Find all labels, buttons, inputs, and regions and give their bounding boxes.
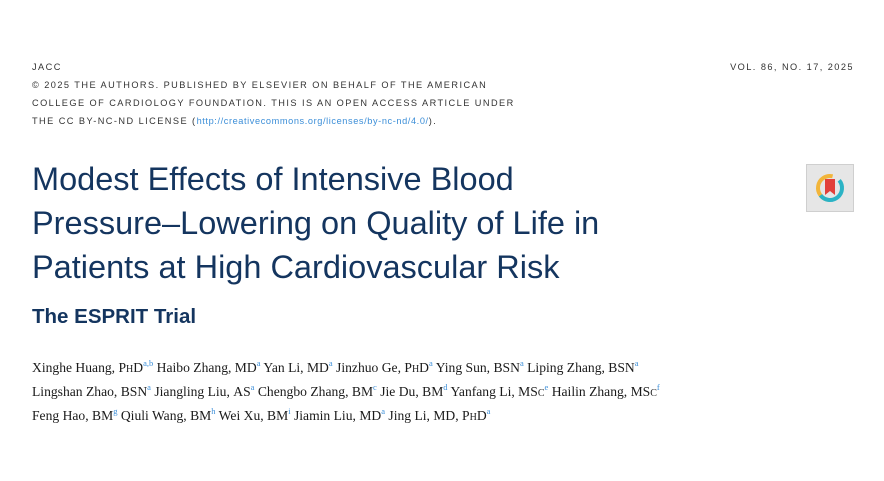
check-for-updates-button[interactable]: [806, 164, 854, 212]
affiliation-marker[interactable]: a: [250, 382, 255, 392]
affiliation-marker[interactable]: a: [429, 358, 433, 368]
copyright-line-2: COLLEGE OF CARDIOLOGY FOUNDATION. THIS I…: [32, 98, 515, 108]
author-line: Feng Hao, BMg Qiuli Wang, BMh Wei Xu, BM…: [32, 404, 862, 428]
author-name: Jiangling Liu,: [154, 384, 234, 399]
author-degree: MD: [234, 360, 257, 375]
author[interactable]: Yanfang Li, MSce: [450, 382, 549, 399]
author-name: Ying Sun,: [435, 360, 494, 375]
author-degree: BM: [422, 384, 444, 399]
copyright-line-1: © 2025 THE AUTHORS. PUBLISHED BY ELSEVIE…: [32, 80, 488, 90]
affiliation-marker[interactable]: a: [381, 406, 385, 416]
affiliation-marker[interactable]: i: [288, 406, 291, 416]
author-name: Xinghe Huang,: [32, 360, 119, 375]
author-name: Jiamin Liu,: [293, 408, 360, 423]
author-degree: MD: [306, 360, 329, 375]
author[interactable]: Haibo Zhang, MDa: [156, 358, 261, 375]
author-degree: BM: [351, 384, 374, 399]
author-name: Wei Xu,: [218, 408, 268, 423]
author[interactable]: Lingshan Zhao, BSNa: [32, 382, 151, 399]
affiliation-marker[interactable]: a: [519, 358, 524, 368]
affiliation-marker[interactable]: a: [147, 382, 151, 392]
author-name: Yan Li,: [263, 360, 307, 375]
author-name: Jie Du,: [380, 384, 423, 399]
author-line: Xinghe Huang, PhDa,b Haibo Zhang, MDa Ya…: [32, 356, 862, 380]
author-list: Xinghe Huang, PhDa,b Haibo Zhang, MDa Ya…: [32, 356, 862, 428]
affiliation-marker[interactable]: a: [328, 358, 333, 368]
title-line: Pressure–Lowering on Quality of Life in: [32, 205, 600, 241]
author[interactable]: Jiangling Liu, ASa: [154, 382, 255, 399]
author-degree: MSc: [518, 384, 545, 399]
author-degree: MD, PhD: [433, 408, 487, 423]
author[interactable]: Yan Li, MDa: [263, 358, 333, 375]
author-name: Haibo Zhang,: [156, 360, 235, 375]
author-line: Lingshan Zhao, BSNa Jiangling Liu, ASa C…: [32, 380, 862, 404]
article-subtitle: The ESPRIT Trial: [32, 305, 197, 328]
title-line: Modest Effects of Intensive Blood: [32, 161, 514, 197]
copyright-line-3-prefix: THE CC BY-NC-ND LICENSE (: [32, 116, 197, 126]
volume-issue: VOL. 86, NO. 17, 2025: [730, 62, 854, 72]
article-title: Modest Effects of Intensive Blood Pressu…: [32, 157, 792, 289]
copyright-line-3-suffix: ).: [428, 116, 438, 126]
affiliation-marker[interactable]: f: [656, 382, 660, 392]
affiliation-marker[interactable]: h: [211, 406, 216, 416]
author[interactable]: Chengbo Zhang, BMc: [257, 382, 377, 399]
author[interactable]: Jiamin Liu, MDa: [293, 406, 385, 423]
author[interactable]: Feng Hao, BMg: [32, 406, 118, 423]
author-name: Yanfang Li,: [450, 384, 519, 399]
author[interactable]: Jie Du, BMd: [380, 382, 448, 399]
copyright-line-3: THE CC BY-NC-ND LICENSE (http://creative…: [32, 112, 515, 130]
author-name: Qiuli Wang,: [120, 408, 191, 423]
author-degree: PhD: [118, 360, 144, 375]
author-name: Chengbo Zhang,: [257, 384, 352, 399]
author[interactable]: Qiuli Wang, BMh: [120, 406, 216, 423]
author-degree: BSN: [608, 360, 635, 375]
author-name: Jinzhuo Ge,: [336, 360, 405, 375]
affiliation-marker[interactable]: a: [634, 358, 639, 368]
journal-name: JACC: [32, 62, 62, 72]
check-for-updates-icon: [816, 174, 844, 202]
author-name: Liping Zhang,: [527, 360, 609, 375]
affiliation-marker[interactable]: g: [113, 406, 118, 416]
author-degree: AS: [233, 384, 251, 399]
author-degree: BM: [267, 408, 289, 423]
title-line: Patients at High Cardiovascular Risk: [32, 249, 560, 285]
author-degree: BM: [92, 408, 114, 423]
author-degree: MSc: [630, 384, 657, 399]
author[interactable]: Jing Li, MD, PhDa: [388, 406, 491, 423]
author[interactable]: Jinzhuo Ge, PhDa: [336, 358, 433, 375]
author-name: Hailin Zhang,: [551, 384, 631, 399]
affiliation-marker[interactable]: a,b: [143, 358, 154, 368]
author-degree: BSN: [120, 384, 148, 399]
author-degree: BSN: [493, 360, 520, 375]
author-degree: BM: [190, 408, 212, 423]
masthead: JACC © 2025 THE AUTHORS. PUBLISHED BY EL…: [32, 58, 515, 130]
affiliation-marker[interactable]: d: [443, 382, 448, 392]
affiliation-marker[interactable]: c: [373, 382, 377, 392]
affiliation-marker[interactable]: e: [544, 382, 549, 392]
author[interactable]: Liping Zhang, BSNa: [527, 358, 639, 375]
license-link[interactable]: http://creativecommons.org/licenses/by-n…: [196, 116, 429, 126]
author[interactable]: Xinghe Huang, PhDa,b: [32, 358, 154, 375]
author-name: Feng Hao,: [32, 408, 93, 423]
author-name: Lingshan Zhao,: [32, 384, 121, 399]
affiliation-marker[interactable]: a: [256, 358, 261, 368]
author-degree: PhD: [404, 360, 429, 375]
author[interactable]: Hailin Zhang, MScf: [551, 382, 660, 399]
author[interactable]: Wei Xu, BMi: [218, 406, 291, 423]
author-name: Jing Li,: [388, 408, 434, 423]
author[interactable]: Ying Sun, BSNa: [435, 358, 524, 375]
affiliation-marker[interactable]: a: [486, 406, 491, 416]
author-degree: MD: [359, 408, 382, 423]
